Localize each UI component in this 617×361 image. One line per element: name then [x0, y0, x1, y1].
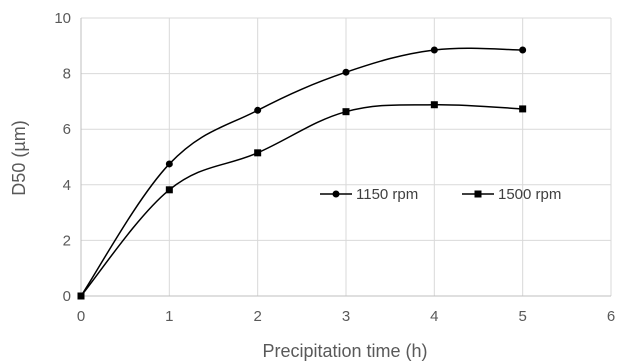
data-point-1500-rpm — [165, 186, 173, 194]
y-tick-label: 4 — [63, 177, 71, 194]
data-point-1500-rpm — [77, 292, 85, 300]
x-tick-label: 4 — [430, 308, 438, 325]
grid — [81, 17, 612, 296]
series-line-1150-rpm — [80, 47, 523, 297]
data-point-1500-rpm — [342, 108, 350, 116]
data-point-1150-rpm — [519, 46, 527, 54]
data-point-1150-rpm — [342, 68, 350, 76]
data-point-1150-rpm — [430, 46, 438, 54]
x-tick-label: 1 — [165, 308, 173, 325]
legend-item-1500-rpm: 1500 rpm — [462, 186, 561, 203]
tick-labels: 0 2 4 6 8 10 0 1 2 3 4 5 6 — [54, 10, 615, 325]
data-point-1150-rpm — [254, 106, 262, 114]
legend-item-1150-rpm: 1150 rpm — [320, 186, 418, 203]
x-tick-label: 2 — [253, 308, 261, 325]
y-tick-label: 0 — [63, 288, 71, 305]
x-tick-label: 6 — [607, 308, 615, 325]
data-point-1500-rpm — [430, 101, 438, 109]
legend-label-1500-rpm: 1500 rpm — [498, 186, 561, 203]
y-axis-title: D50 (µm) — [9, 120, 29, 195]
legend: 1150 rpm 1500 rpm — [320, 186, 561, 203]
y-tick-label: 10 — [54, 10, 71, 27]
axes — [80, 18, 611, 297]
series-group — [77, 46, 527, 300]
x-tick-label: 5 — [518, 308, 526, 325]
y-tick-label: 6 — [63, 121, 71, 138]
y-tick-label: 2 — [63, 232, 71, 249]
x-tick-label: 3 — [342, 308, 350, 325]
data-point-1500-rpm — [519, 105, 527, 113]
x-tick-label: 0 — [77, 308, 85, 325]
series-line-1500-rpm — [80, 103, 523, 297]
legend-marker-1150-rpm — [332, 190, 340, 198]
data-point-1150-rpm — [165, 160, 173, 168]
y-tick-label: 8 — [63, 66, 71, 83]
legend-label-1150-rpm: 1150 rpm — [356, 186, 418, 203]
data-point-1500-rpm — [254, 149, 262, 157]
legend-marker-1500-rpm — [474, 190, 482, 198]
x-axis-title: Precipitation time (h) — [262, 341, 427, 361]
